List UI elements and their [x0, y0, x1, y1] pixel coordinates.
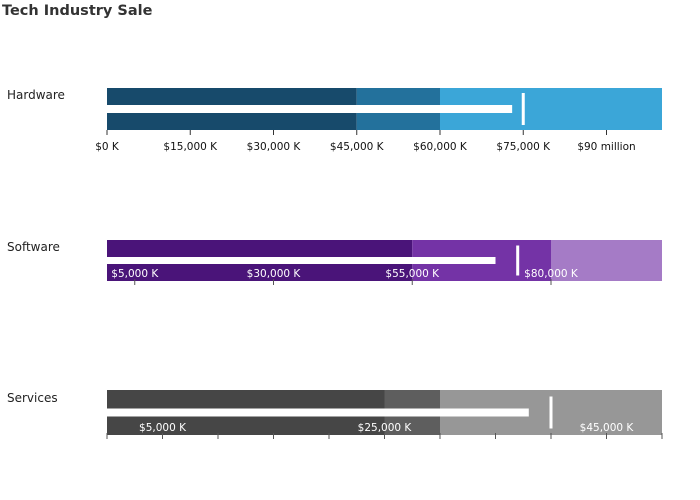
tick-label: $80,000 K — [524, 268, 579, 280]
chart-title: Tech Industry Sale — [2, 3, 153, 19]
tick-label: $5,000 K — [139, 422, 187, 434]
value-bar[interactable] — [107, 257, 496, 264]
tick-label: $30,000 K — [247, 268, 302, 280]
target-marker[interactable] — [521, 93, 525, 125]
tick-label: $0 K — [95, 141, 120, 153]
tick-label: $75,000 K — [496, 141, 551, 153]
category-label: Hardware — [7, 88, 65, 102]
tick-label: $55,000 K — [385, 268, 440, 280]
value-bar[interactable] — [107, 408, 529, 417]
target-marker[interactable] — [516, 245, 520, 276]
tick-label: $15,000 K — [163, 141, 218, 153]
tick-label: $30,000 K — [247, 141, 302, 153]
range-band — [551, 240, 662, 281]
tick-label: $90 million — [577, 141, 635, 153]
tick-label: $60,000 K — [413, 141, 468, 153]
value-bar[interactable] — [107, 105, 513, 113]
tick-label: $5,000 K — [111, 268, 159, 280]
category-label: Services — [7, 391, 58, 405]
target-marker[interactable] — [549, 396, 553, 429]
tick-label: $45,000 K — [330, 141, 385, 153]
tick-label: $45,000 K — [580, 422, 635, 434]
tick-label: $25,000 K — [358, 422, 413, 434]
category-label: Software — [7, 240, 60, 254]
